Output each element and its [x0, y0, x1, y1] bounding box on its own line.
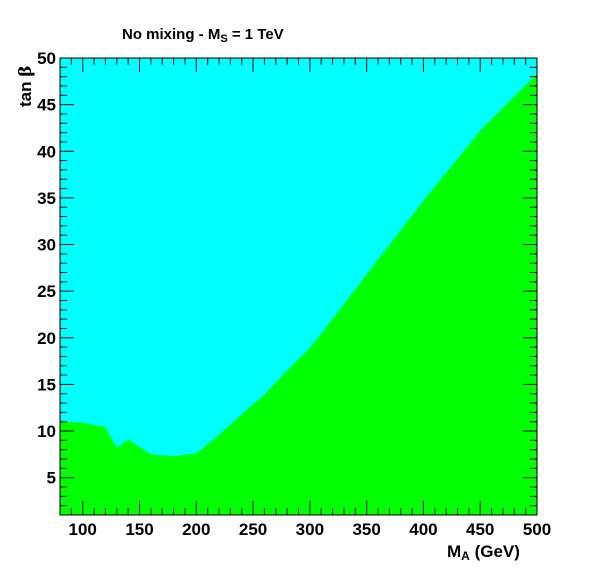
x-tick-label: 250: [239, 520, 267, 539]
y-axis-title: tan β: [16, 65, 36, 107]
y-tick-label: 25: [37, 282, 56, 301]
y-tick-label: 50: [37, 49, 56, 68]
lower-region: [60, 73, 537, 515]
x-tick-label: 100: [69, 520, 97, 539]
y-tick-label: 35: [37, 189, 56, 208]
x-axis-tick-labels: 100 150 200 250 300 350 400 450 500: [69, 520, 552, 539]
x-tick-label: 350: [352, 520, 380, 539]
x-axis-title: MA (GeV): [447, 542, 520, 563]
x-tick-label: 400: [409, 520, 437, 539]
y-tick-label: 15: [37, 375, 56, 394]
plot-area: [60, 58, 537, 515]
x-tick-label: 300: [296, 520, 324, 539]
x-tick-label: 150: [125, 520, 153, 539]
x-tick-label: 200: [182, 520, 210, 539]
y-tick-label: 40: [37, 142, 56, 161]
y-tick-label: 45: [37, 96, 56, 115]
chart-title: No mixing - MS = 1 TeV: [122, 26, 284, 45]
y-tick-label: 20: [37, 329, 56, 348]
y-axis-tick-labels: 5 10 15 20 25 30 35 40 45 50: [37, 49, 56, 488]
x-tick-label: 450: [466, 520, 494, 539]
y-tick-label: 10: [37, 422, 56, 441]
y-tick-label: 30: [37, 236, 56, 255]
y-axis-ticks: [60, 57, 537, 516]
x-axis-ticks: [59, 58, 538, 515]
x-tick-label: 500: [523, 520, 551, 539]
y-tick-label: 5: [47, 469, 56, 488]
